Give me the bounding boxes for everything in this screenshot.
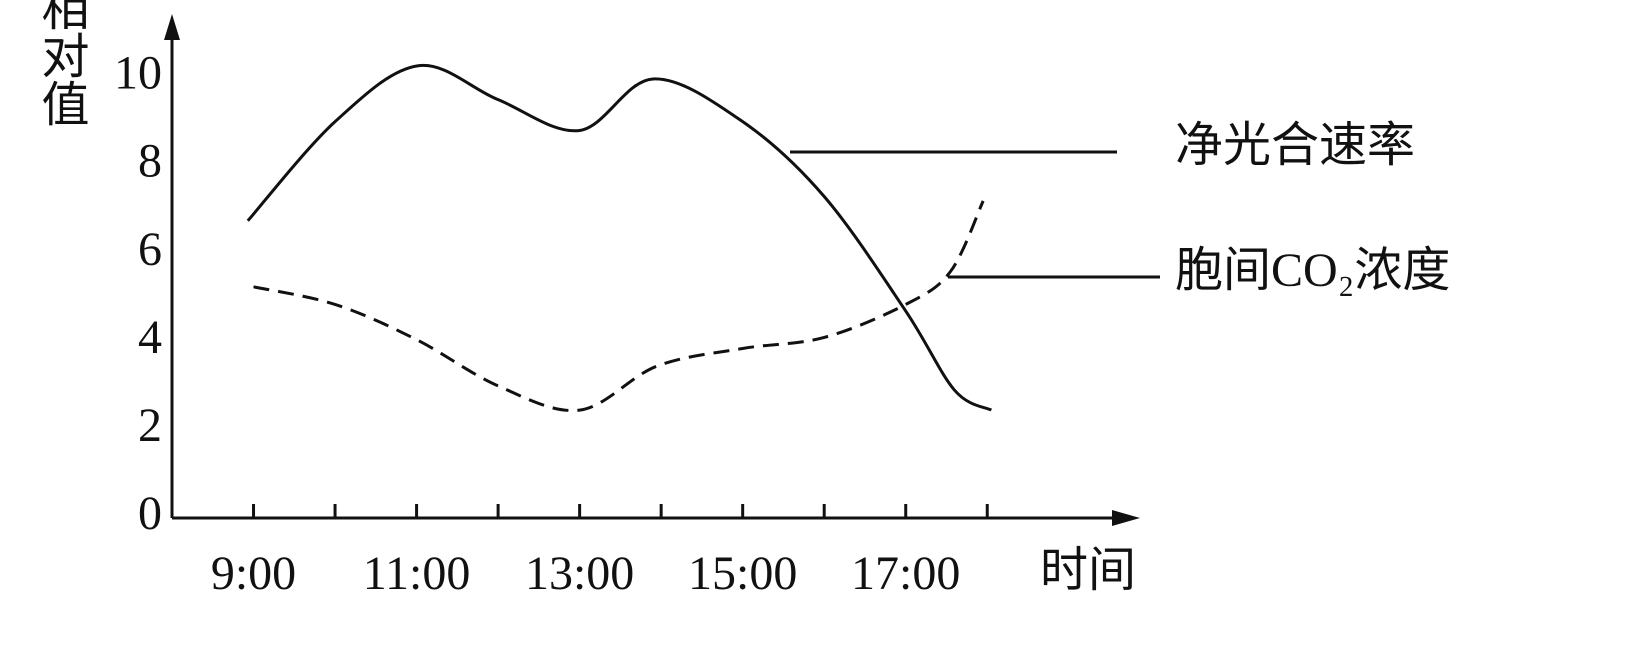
y-tick-label: 6 <box>138 223 162 276</box>
y-axis-arrow <box>164 14 180 40</box>
y-tick-label: 10 <box>114 47 162 100</box>
y-tick-label: 8 <box>138 135 162 188</box>
y-tick-label: 2 <box>138 399 162 452</box>
y-tick-label: 0 <box>138 487 162 540</box>
x-tick-label: 17:00 <box>851 547 960 600</box>
x-tick-label: 11:00 <box>363 547 471 600</box>
x-tick-label: 9:00 <box>211 547 296 600</box>
x-axis-label: 时间 <box>1040 544 1136 597</box>
y-axis-label: 相对值 <box>34 0 89 127</box>
series-label: 净光合速率 <box>1175 119 1415 172</box>
x-tick-label: 15:00 <box>688 547 797 600</box>
series-line <box>246 64 993 412</box>
x-tick-label: 13:00 <box>525 547 634 600</box>
x-axis-arrow <box>1112 510 1140 526</box>
series-line <box>253 200 985 413</box>
series-label: 胞间CO₂浓度 <box>1175 244 1450 297</box>
y-tick-label: 4 <box>138 311 162 364</box>
